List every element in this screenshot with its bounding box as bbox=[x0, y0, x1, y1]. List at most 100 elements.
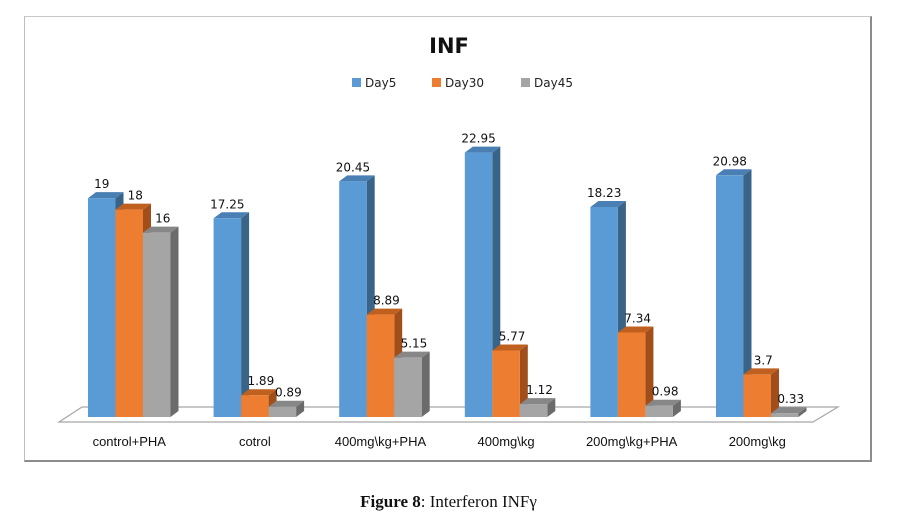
legend-item-day30: Day30 bbox=[432, 76, 484, 90]
legend: Day5 Day30 Day45 bbox=[352, 76, 573, 90]
bar-group bbox=[339, 175, 430, 417]
category-label: 400mg\kg+PHA bbox=[335, 434, 427, 449]
bar-top bbox=[617, 326, 654, 333]
data-label: 16 bbox=[155, 212, 170, 226]
bar-top bbox=[716, 169, 752, 176]
bar-day45 bbox=[394, 351, 430, 417]
legend-item-day5: Day5 bbox=[352, 76, 396, 90]
bar-front bbox=[339, 181, 367, 417]
bar-front bbox=[366, 314, 395, 417]
bar-top bbox=[492, 344, 528, 351]
bar-top bbox=[88, 192, 124, 199]
bar-front bbox=[143, 232, 171, 417]
bar-group bbox=[464, 146, 556, 417]
bar-top bbox=[394, 351, 430, 358]
bar-day45 bbox=[143, 226, 179, 417]
bar-front bbox=[771, 413, 799, 417]
bar-day45 bbox=[645, 399, 681, 417]
bar-side bbox=[743, 169, 752, 417]
bar-front bbox=[394, 357, 422, 417]
bar-top bbox=[590, 200, 626, 207]
bar-top bbox=[143, 226, 179, 233]
bar-day45 bbox=[268, 400, 305, 417]
legend-swatch bbox=[352, 78, 361, 87]
data-label: 22.95 bbox=[461, 132, 495, 146]
data-label: 7.34 bbox=[624, 311, 651, 325]
bar-top bbox=[115, 203, 151, 210]
bar-side bbox=[421, 351, 430, 417]
bar-front bbox=[213, 218, 242, 417]
bar-side bbox=[645, 326, 654, 417]
bar-top bbox=[268, 400, 305, 407]
figure-caption: Figure 8: Interferon INFγ bbox=[0, 492, 897, 512]
category-label: control+PHA bbox=[93, 434, 167, 449]
bar-side bbox=[296, 400, 305, 417]
figure-label: Figure 8 bbox=[360, 492, 421, 511]
bar-day30 bbox=[492, 344, 528, 417]
bar-top bbox=[213, 212, 250, 219]
bar-side bbox=[672, 399, 681, 417]
bar-day5 bbox=[590, 200, 626, 417]
data-label: 18.23 bbox=[587, 186, 621, 200]
bar-day45 bbox=[771, 407, 807, 417]
category-label: 200mg\kg bbox=[729, 434, 786, 449]
bar-group bbox=[88, 192, 179, 417]
bar-top bbox=[743, 368, 779, 375]
legend-label: Day5 bbox=[365, 76, 396, 90]
bar-top bbox=[771, 407, 807, 414]
legend-swatch bbox=[432, 78, 441, 87]
data-label: 8.89 bbox=[373, 294, 400, 308]
data-label: 5.77 bbox=[499, 330, 526, 344]
bar-chart: INF Day5 Day30 Day45 19 18 16 17.25 1.890.89 20… bbox=[56, 34, 841, 449]
data-label: 17.25 bbox=[210, 197, 244, 211]
category-label: cotrol bbox=[239, 434, 271, 449]
bar-front bbox=[590, 206, 618, 417]
bar-front bbox=[645, 405, 673, 417]
data-label: 5.15 bbox=[401, 337, 428, 351]
bar-group bbox=[590, 200, 681, 417]
bar-top bbox=[464, 146, 501, 153]
data-label: 1.12 bbox=[526, 383, 553, 397]
chart-title: INF bbox=[429, 34, 469, 58]
bar-group bbox=[716, 169, 807, 417]
chart-frame bbox=[24, 16, 872, 462]
data-label: 1.89 bbox=[247, 374, 274, 388]
data-label: 3.7 bbox=[754, 353, 773, 367]
legend-swatch bbox=[521, 78, 530, 87]
data-label: 20.45 bbox=[336, 160, 370, 174]
bar-side bbox=[771, 368, 779, 417]
bar-group bbox=[213, 212, 305, 417]
bar-front bbox=[88, 198, 116, 417]
category-axis-labels: control+PHA cotrol 400mg\kg+PHA 400mg\kg 200… bbox=[93, 434, 786, 449]
bar-day30 bbox=[743, 368, 779, 417]
caption-separator: : bbox=[420, 492, 430, 511]
data-label: 19 bbox=[94, 177, 109, 191]
bar-day5 bbox=[339, 175, 375, 417]
bar-day5 bbox=[213, 212, 250, 417]
bar-front bbox=[241, 395, 269, 417]
bar-side bbox=[519, 344, 528, 417]
bar-front bbox=[115, 209, 143, 417]
bar-front bbox=[519, 404, 548, 417]
data-label: 18 bbox=[128, 189, 143, 203]
category-label: 400mg\kg bbox=[478, 434, 535, 449]
bar-side bbox=[241, 212, 250, 417]
bar-top bbox=[645, 399, 681, 406]
data-label: 0.98 bbox=[652, 385, 679, 399]
bars bbox=[88, 146, 807, 417]
bar-front bbox=[268, 406, 297, 417]
data-labels: 19 18 16 17.25 1.890.89 20.45 8.89 5.15 22.95 5.7… bbox=[94, 132, 804, 407]
bar-day30 bbox=[617, 326, 654, 417]
data-label: 0.89 bbox=[275, 386, 302, 400]
category-label: 200mg\kg+PHA bbox=[586, 434, 678, 449]
data-label: 0.33 bbox=[777, 392, 804, 406]
bar-front bbox=[716, 175, 744, 417]
bar-day5 bbox=[464, 146, 501, 417]
legend-label: Day30 bbox=[445, 76, 484, 90]
bar-top bbox=[519, 398, 556, 405]
bar-side bbox=[170, 226, 179, 417]
bar-top bbox=[339, 175, 375, 182]
bar-side bbox=[798, 407, 807, 417]
caption-text: Interferon INFγ bbox=[429, 492, 537, 511]
legend-label: Day45 bbox=[534, 76, 573, 90]
